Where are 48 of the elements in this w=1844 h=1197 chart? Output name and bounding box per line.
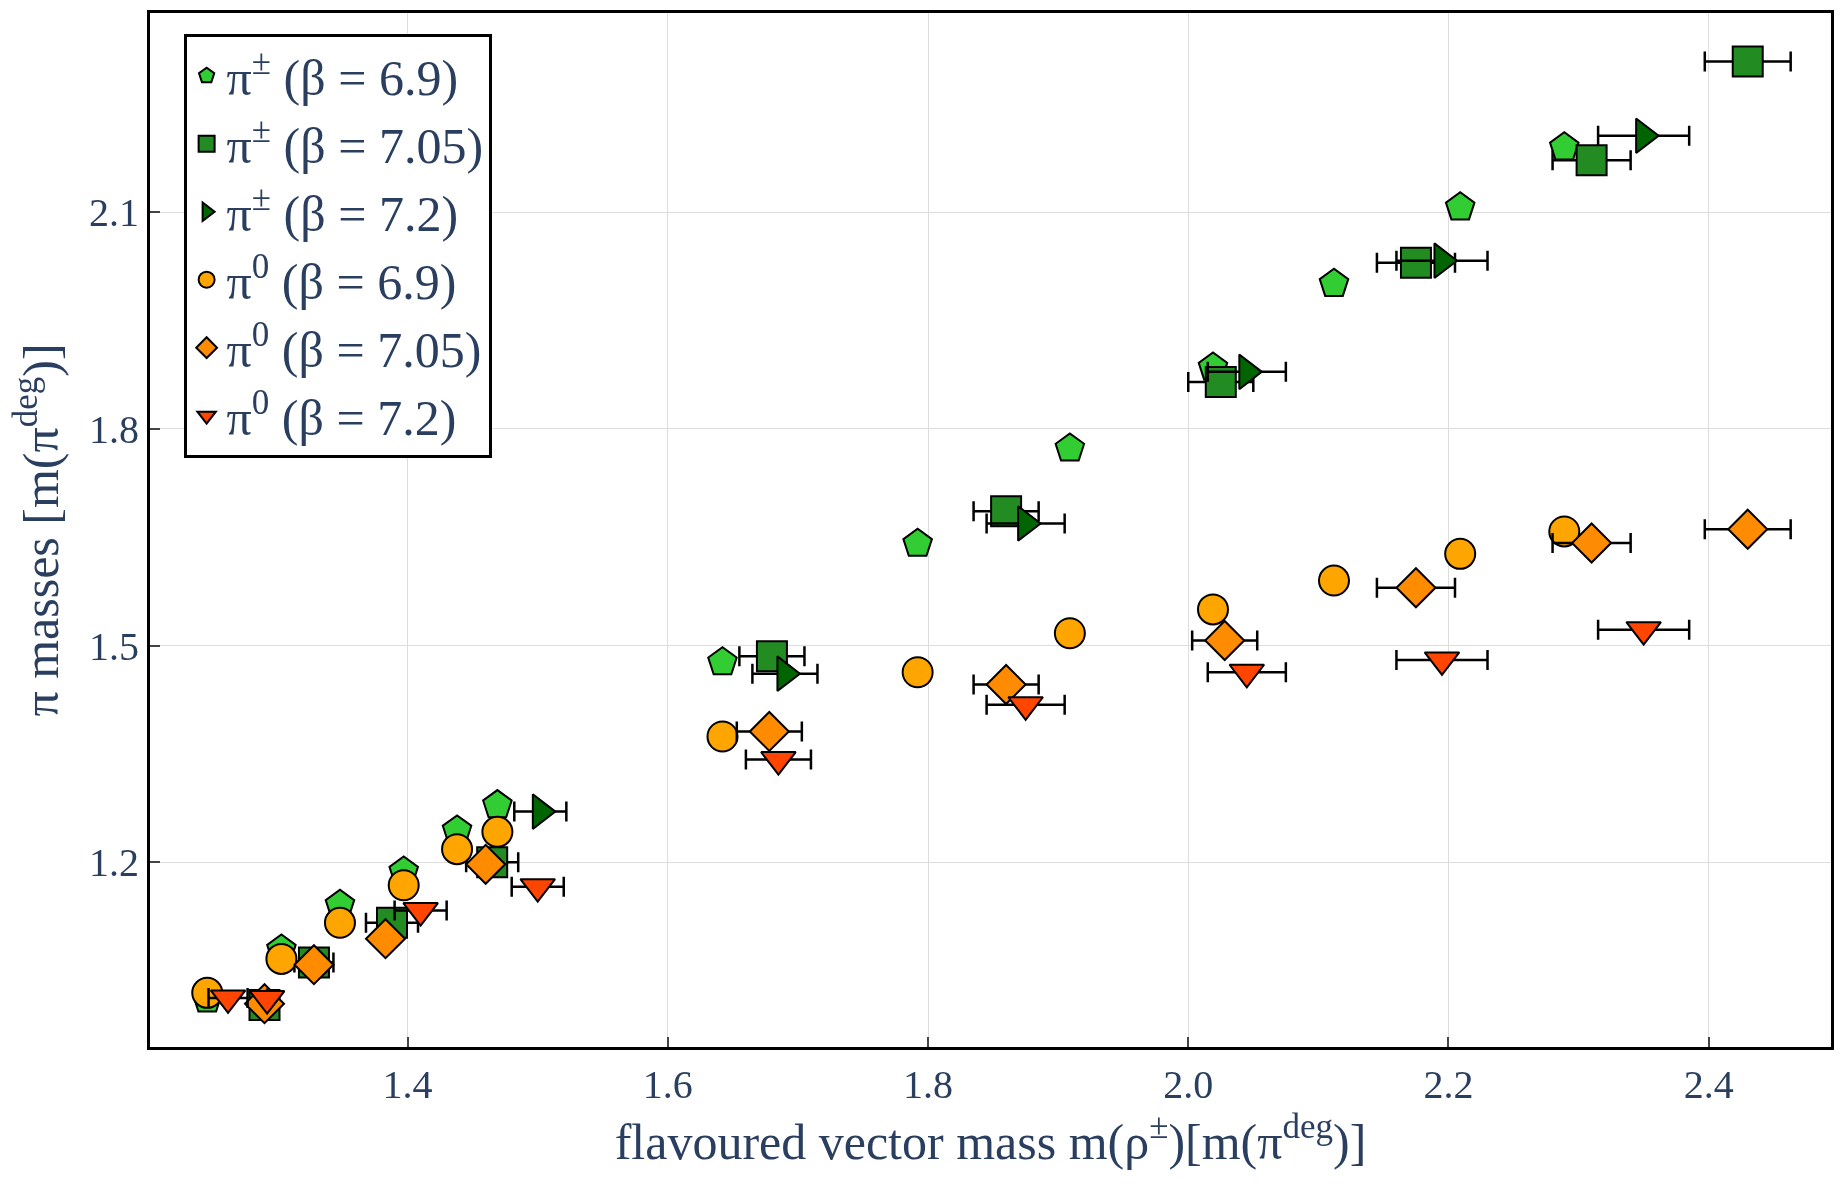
point xyxy=(1727,508,1769,550)
point xyxy=(1549,131,1580,161)
point xyxy=(387,869,420,902)
point xyxy=(1571,522,1613,564)
point xyxy=(1575,144,1608,177)
y-tick-label: 1.5 xyxy=(89,623,139,669)
point xyxy=(1054,432,1086,462)
point xyxy=(902,527,933,557)
point xyxy=(901,656,934,689)
point xyxy=(985,664,1027,706)
legend-label: π$^{0}$ (β = 7.05) xyxy=(226,315,482,379)
y-tick-label: 2.1 xyxy=(89,190,139,236)
legend-label: π$^{0}$ (β = 7.2) xyxy=(226,383,457,447)
y-tick-label: 1.2 xyxy=(89,840,139,886)
point xyxy=(748,710,790,752)
point xyxy=(482,789,513,819)
point xyxy=(707,646,738,676)
point xyxy=(323,906,356,939)
point xyxy=(441,833,474,866)
point xyxy=(365,918,406,960)
point xyxy=(1444,537,1477,570)
x-tick-label: 2.2 xyxy=(1423,1062,1474,1107)
point xyxy=(1444,191,1476,221)
legend-label: π$^{±}$ (β = 7.2) xyxy=(226,179,459,243)
point xyxy=(1318,267,1350,297)
legend-label: π$^{±}$ (β = 7.05) xyxy=(226,111,484,175)
point xyxy=(1731,45,1764,78)
point xyxy=(481,815,514,848)
point xyxy=(1395,567,1437,609)
point xyxy=(1197,593,1229,626)
legend-label: π$^{0}$ (β = 6.9) xyxy=(226,247,457,311)
x-axis-title: flavoured vector mass m(ρ$^{±}$)[m(π$^{deg}$)] xyxy=(614,1107,1367,1170)
x-tick-label: 1.6 xyxy=(642,1062,693,1107)
x-tick-label: 2.0 xyxy=(1163,1062,1214,1107)
y-tick-label: 1.8 xyxy=(89,406,139,452)
point xyxy=(265,942,298,975)
point xyxy=(1053,617,1086,650)
point xyxy=(1318,564,1350,597)
x-tick-label: 1.4 xyxy=(382,1062,433,1107)
point xyxy=(293,944,335,986)
x-tick-label: 2.4 xyxy=(1683,1062,1734,1107)
point xyxy=(1204,365,1237,398)
point xyxy=(1399,246,1432,279)
legend-label: π$^{±}$ (β = 6.9) xyxy=(226,43,459,107)
point xyxy=(706,720,739,753)
x-tick-label: 1.8 xyxy=(903,1062,954,1107)
point xyxy=(465,843,507,885)
point xyxy=(1204,619,1246,661)
